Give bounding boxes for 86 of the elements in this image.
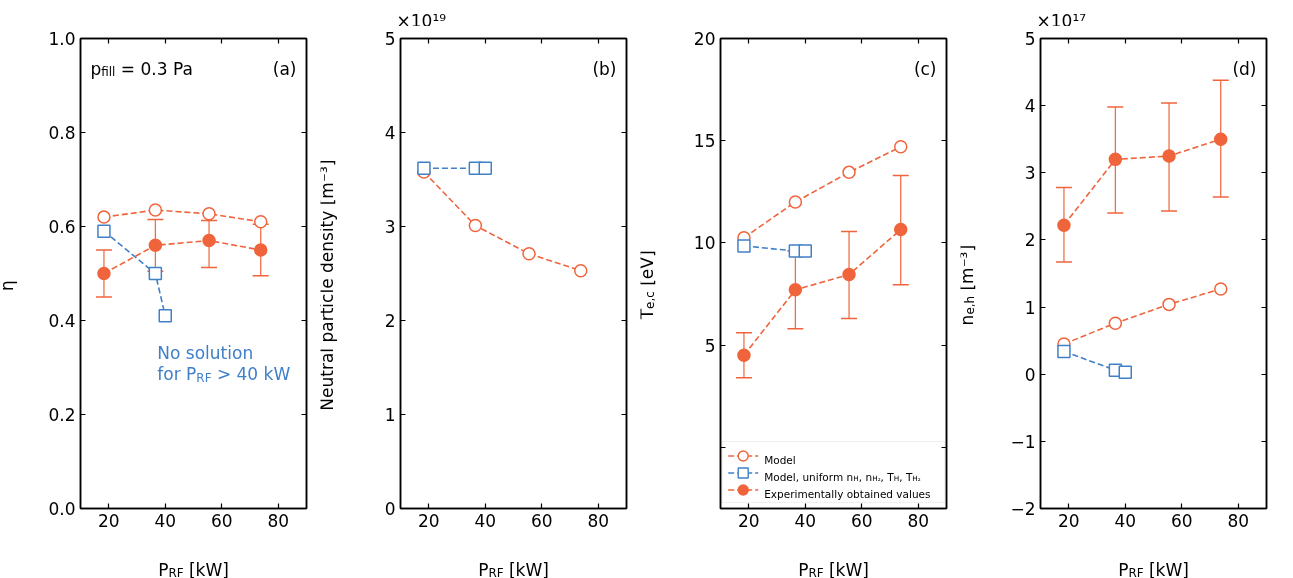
point bbox=[202, 207, 216, 221]
y-tick-label: 3 bbox=[1024, 163, 1036, 184]
annotation: (c) bbox=[913, 58, 937, 79]
x-tick-label: 80 bbox=[907, 510, 930, 531]
annotation: (b) bbox=[592, 58, 617, 79]
chart-title: ×10¹⁹ bbox=[396, 10, 447, 31]
y-tick-label: 0.8 bbox=[48, 123, 76, 143]
point bbox=[1057, 218, 1071, 232]
x-tick-label: 40 bbox=[1114, 510, 1137, 531]
y-tick-label: 20 bbox=[693, 29, 716, 49]
y-axis-title: Neutral particle density [m⁻³] bbox=[316, 159, 337, 411]
point bbox=[253, 215, 268, 229]
point bbox=[737, 348, 751, 362]
x-tick-label: 20 bbox=[97, 510, 120, 531]
y-axis-title: ne,h [m⁻³] bbox=[956, 244, 978, 326]
legend-label: Experimentally obtained values bbox=[764, 487, 931, 500]
point bbox=[573, 263, 588, 278]
annotation: (a) bbox=[272, 58, 297, 79]
y-tick-label: 15 bbox=[693, 131, 716, 152]
annotation: (d) bbox=[1232, 58, 1257, 79]
point bbox=[97, 266, 111, 281]
y-tick-label: −1 bbox=[1010, 431, 1036, 452]
point bbox=[253, 243, 268, 257]
y-tick-label: 5 bbox=[384, 29, 396, 49]
y-tick-label: 0.2 bbox=[48, 405, 76, 425]
y-tick-label: 1 bbox=[1024, 297, 1036, 318]
point bbox=[202, 233, 216, 248]
y-tick-label: 10 bbox=[693, 233, 716, 254]
point bbox=[1108, 316, 1123, 330]
x-tick-label: 60 bbox=[1170, 510, 1193, 531]
point bbox=[1057, 344, 1071, 359]
x-tick-label: 20 bbox=[737, 510, 760, 531]
point bbox=[1118, 365, 1132, 379]
point bbox=[97, 210, 111, 224]
y-tick-label: 4 bbox=[1024, 96, 1036, 117]
y-tick-label: −2 bbox=[1010, 499, 1036, 519]
point bbox=[417, 161, 431, 175]
x-tick-label: 60 bbox=[530, 510, 553, 531]
point bbox=[893, 222, 908, 237]
legend-label: Model bbox=[764, 453, 796, 466]
x-tick-label: 60 bbox=[850, 510, 873, 531]
point bbox=[842, 267, 856, 282]
point bbox=[148, 266, 163, 281]
y-tick-label: 5 bbox=[704, 335, 716, 356]
y-tick-label: 2 bbox=[1024, 230, 1036, 251]
y-axis-title: Te,c [eV] bbox=[636, 250, 658, 321]
x-tick-label: 20 bbox=[1057, 510, 1080, 531]
x-tick-label: 40 bbox=[154, 510, 177, 531]
point bbox=[788, 195, 803, 209]
y-axis-title: η bbox=[0, 280, 17, 291]
y-tick-label: 4 bbox=[384, 123, 396, 143]
point bbox=[737, 239, 751, 253]
point bbox=[798, 244, 812, 258]
x-tick-label: 40 bbox=[794, 510, 817, 531]
point bbox=[158, 309, 172, 323]
point bbox=[1162, 297, 1176, 312]
y-tick-label: 2 bbox=[384, 311, 396, 331]
point bbox=[1162, 149, 1176, 163]
point bbox=[788, 283, 803, 297]
y-tick-label: 0 bbox=[384, 499, 396, 519]
point bbox=[1213, 282, 1228, 296]
y-tick-label: 0.6 bbox=[48, 217, 76, 237]
x-tick-label: 60 bbox=[210, 510, 233, 531]
point bbox=[148, 238, 163, 253]
x-tick-label: 20 bbox=[417, 510, 440, 531]
point bbox=[478, 161, 492, 175]
point bbox=[522, 247, 536, 261]
chart-title: ×10¹⁷ bbox=[1036, 10, 1087, 31]
point bbox=[148, 203, 163, 217]
y-tick-label: 5 bbox=[1024, 29, 1036, 49]
point bbox=[1213, 132, 1228, 146]
y-tick-label: 3 bbox=[384, 217, 396, 237]
point bbox=[1108, 152, 1123, 167]
point bbox=[842, 165, 856, 180]
y-tick-label: 1.0 bbox=[48, 29, 76, 49]
point bbox=[893, 140, 908, 154]
x-tick-label: 80 bbox=[267, 510, 290, 531]
y-tick-label: 0 bbox=[1024, 364, 1036, 385]
x-tick-label: 80 bbox=[587, 510, 610, 531]
x-tick-label: 80 bbox=[1227, 510, 1250, 531]
point bbox=[97, 224, 111, 238]
y-tick-label: 0.0 bbox=[48, 499, 76, 519]
x-tick-label: 40 bbox=[474, 510, 497, 531]
y-tick-label: 0.4 bbox=[48, 311, 76, 331]
point bbox=[468, 218, 483, 233]
y-tick-label: 1 bbox=[384, 405, 396, 425]
